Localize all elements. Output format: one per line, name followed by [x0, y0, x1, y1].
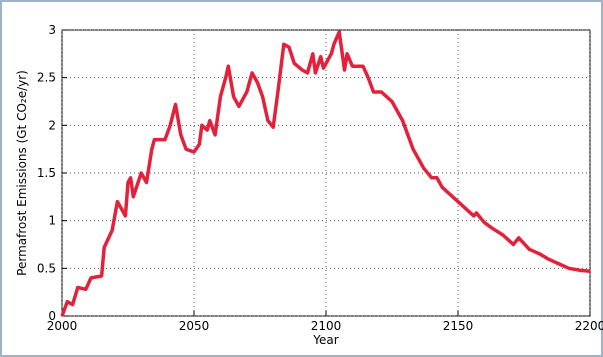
y-axis-label: Permafrost Emissions (Gt CO₂e/yr) [15, 70, 29, 276]
x-tick-label: 2200 [575, 319, 603, 333]
y-tick-label: 0.5 [37, 261, 56, 275]
y-tick-label: 1 [48, 214, 56, 228]
y-tick-label: 2.5 [37, 71, 56, 85]
y-tick-label: 0 [48, 309, 56, 323]
x-tick-label: 2050 [179, 319, 210, 333]
y-tick-label: 1.5 [37, 166, 56, 180]
data-line [60, 30, 591, 317]
x-axis-label: Year [312, 333, 338, 347]
y-tick-label: 2 [48, 118, 56, 132]
y-tick-label: 3 [48, 23, 56, 37]
x-tick-label: 2150 [443, 319, 474, 333]
x-tick-label: 2000 [47, 319, 78, 333]
x-tick-label: 2100 [311, 319, 342, 333]
